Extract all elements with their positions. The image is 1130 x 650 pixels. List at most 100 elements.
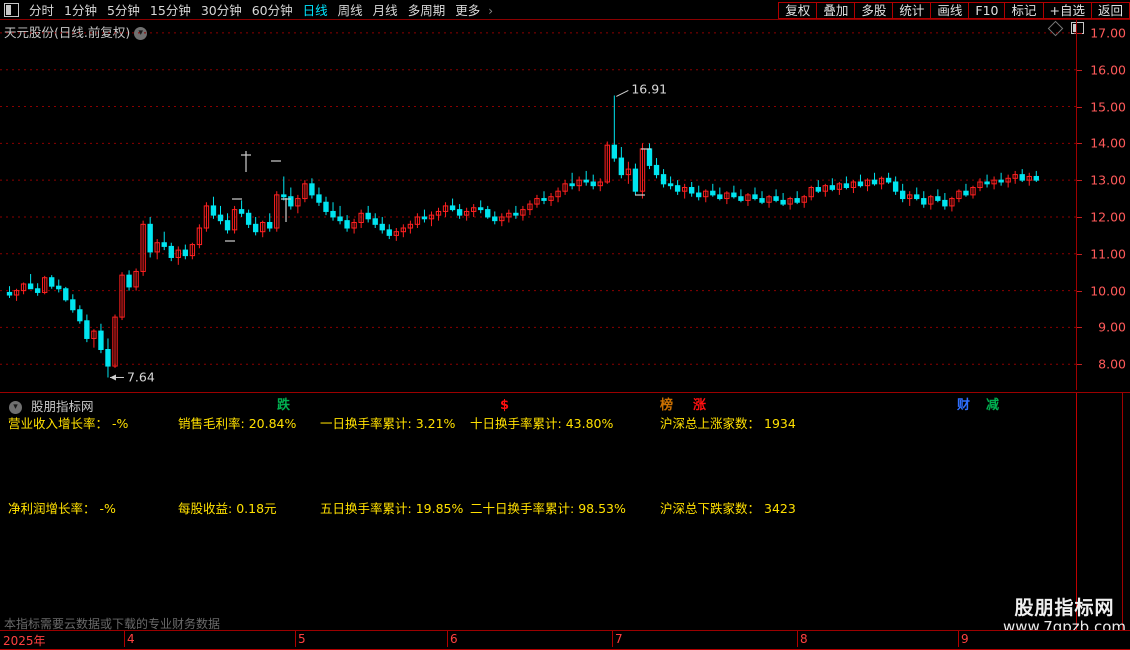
price-axis: 17.00 16.00 15.00 14.00 13.00 12.00 11.00 10.00… [1076, 20, 1130, 390]
period-tabs: 分时 1分钟 5分钟 15分钟 30分钟 60分钟 日线 周线 月线 多周期 更多 › [0, 0, 496, 20]
toolbar-button-2[interactable]: 多股 [854, 2, 894, 19]
period-tab-10[interactable]: 更多 [455, 3, 481, 18]
price-tick-1: 16.00 [1090, 62, 1126, 78]
date-tick-5: 8 [800, 632, 808, 646]
chevron-right-icon[interactable]: › [488, 4, 494, 18]
toolbar-buttons: 复权 叠加 多股 统计 画线 F10 标记 +自选 返回 [778, 0, 1130, 20]
period-tab-3[interactable]: 15分钟 [149, 3, 191, 18]
chart-watermark-char-5: 减 [986, 398, 1000, 413]
indicator-cell: 净利润增长率： -% [8, 500, 116, 518]
price-tick-mark-2 [1077, 106, 1082, 108]
chart-watermark-char-1: $ [500, 398, 510, 413]
period-tab-2[interactable]: 5分钟 [106, 3, 140, 18]
indicator-cell: 沪深总下跌家数： 3423 [660, 500, 796, 518]
date-tick-mark-4 [612, 631, 613, 647]
candlestick-plot[interactable]: 16.91 7.64 [0, 20, 1076, 390]
panel-divider-vertical-2 [1122, 393, 1123, 631]
chart-watermark-row: 跌 $ 榜 涨 财减 [0, 398, 1076, 414]
price-tick-9: 8.00 [1098, 356, 1126, 372]
indicator-value: 0.18元 [232, 501, 277, 516]
indicator-label: 沪深总上涨家数： [660, 416, 761, 431]
period-tab-8[interactable]: 月线 [372, 3, 398, 18]
toolbar-button-8[interactable]: 返回 [1090, 2, 1130, 19]
price-tick-mark-5 [1077, 216, 1082, 218]
period-tab-6[interactable]: 日线 [302, 3, 328, 18]
indicator-label: 营业收入增长率： [8, 416, 109, 431]
price-tick-2: 15.00 [1090, 99, 1126, 115]
indicator-value: 19.85% [411, 501, 464, 516]
toolbar-button-4[interactable]: 画线 [930, 2, 970, 19]
indicator-title: 股朋指标网 [30, 399, 94, 414]
price-tick-3: 14.00 [1090, 135, 1126, 151]
indicator-cell: 营业收入增长率： -% [8, 415, 128, 433]
indicator-label: 沪深总下跌家数： [660, 501, 761, 516]
price-tick-mark-3 [1077, 143, 1082, 145]
toolbar-button-6[interactable]: 标记 [1004, 2, 1044, 19]
indicator-value: -% [95, 501, 116, 516]
indicator-label: 销售毛利率: [178, 416, 245, 431]
indicator-label: 一日换手率累计: [320, 416, 412, 431]
period-tab-4[interactable]: 30分钟 [200, 3, 242, 18]
date-tick-2: 5 [298, 632, 306, 646]
svg-text:16.91: 16.91 [631, 81, 667, 96]
date-tick-6: 9 [961, 632, 969, 646]
indicator-value: 3.21% [411, 416, 456, 431]
indicator-footnote: 本指标需要云数据或下载的专业财务数据 [4, 617, 221, 631]
indicator-cell: 一日换手率累计: 3.21% [320, 415, 455, 433]
watermark-title: 股朋指标网 [1014, 597, 1115, 619]
panel-split-icon[interactable] [4, 3, 19, 17]
chart-watermark-char-2: 榜 [660, 398, 674, 413]
price-tick-mark-6 [1077, 253, 1082, 255]
top-toolbar: 分时 1分钟 5分钟 15分钟 30分钟 60分钟 日线 周线 月线 多周期 更多 › 复权 叠加 多股统… [0, 0, 1130, 20]
price-tick-mark-1 [1077, 69, 1082, 71]
date-tick-mark-1 [124, 631, 125, 647]
period-tab-9[interactable]: 多周期 [407, 3, 446, 18]
indicator-title-bar[interactable]: ▾ 股朋指标网 [5, 396, 94, 415]
chart-watermark-char-4: 财 [957, 398, 971, 413]
chart-watermark-char-0: 跌 [277, 398, 291, 413]
indicator-value: 20.84% [244, 416, 297, 431]
date-tick-mark-3 [447, 631, 448, 647]
toolbar-button-0[interactable]: 复权 [778, 2, 818, 19]
indicator-row: 营业收入增长率： -% 销售毛利率: 20.84% 一日换手率累计: 3.21% 十日… [0, 415, 1076, 433]
price-tick-7: 10.00 [1090, 283, 1126, 299]
period-tab-7[interactable]: 周线 [337, 3, 363, 18]
indicator-value: 3423 [760, 501, 796, 516]
indicator-label: 每股收益: [178, 501, 233, 516]
price-tick-mark-4 [1077, 180, 1082, 182]
date-tick-mark-5 [797, 631, 798, 647]
indicator-cell: 五日换手率累计: 19.85% [320, 500, 463, 518]
price-tick-4: 13.00 [1090, 172, 1126, 188]
period-tab-5[interactable]: 60分钟 [251, 3, 293, 18]
chevron-down-icon[interactable]: ▾ [134, 27, 148, 40]
indicator-label: 十日换手率累计: [470, 416, 562, 431]
panel-divider-vertical [1076, 393, 1077, 631]
toolbar-button-3[interactable]: 统计 [892, 2, 932, 19]
indicator-value: 43.80% [561, 416, 614, 431]
candlestick-svg: 16.91 7.64 [0, 32, 1076, 384]
indicator-cell: 销售毛利率: 20.84% [178, 415, 296, 433]
indicator-value: 98.53% [574, 501, 626, 516]
toolbar-button-7[interactable]: +自选 [1042, 2, 1092, 19]
price-tick-mark-7 [1077, 290, 1082, 292]
price-tick-mark-0 [1077, 32, 1082, 34]
indicator-cell: 十日换手率累计: 43.80% [470, 415, 613, 433]
period-tab-1[interactable]: 1分钟 [64, 3, 97, 18]
chevron-down-icon-2[interactable]: ▾ [9, 401, 22, 414]
indicator-value: -% [108, 416, 129, 431]
indicator-cell: 每股收益: 0.18元 [178, 500, 277, 518]
date-tick-0: 2025年 [3, 634, 46, 648]
toolbar-button-1[interactable]: 叠加 [816, 2, 856, 19]
toolbar-button-5[interactable]: F10 [968, 2, 1006, 19]
indicator-label: 二十日换手率累计: [470, 501, 575, 516]
date-axis: 2025年 4 5 6 7 8 9 [0, 630, 1130, 650]
indicator-cell: 二十日换手率累计: 98.53% [470, 500, 626, 518]
period-tab-0[interactable]: 分时 [29, 3, 55, 18]
price-tick-mark-9 [1077, 364, 1082, 366]
date-tick-1: 4 [127, 632, 135, 646]
price-tick-0: 17.00 [1090, 25, 1126, 41]
indicator-cell: 沪深总上涨家数： 1934 [660, 415, 796, 433]
price-tick-8: 9.00 [1098, 319, 1126, 335]
svg-text:7.64: 7.64 [127, 369, 155, 384]
